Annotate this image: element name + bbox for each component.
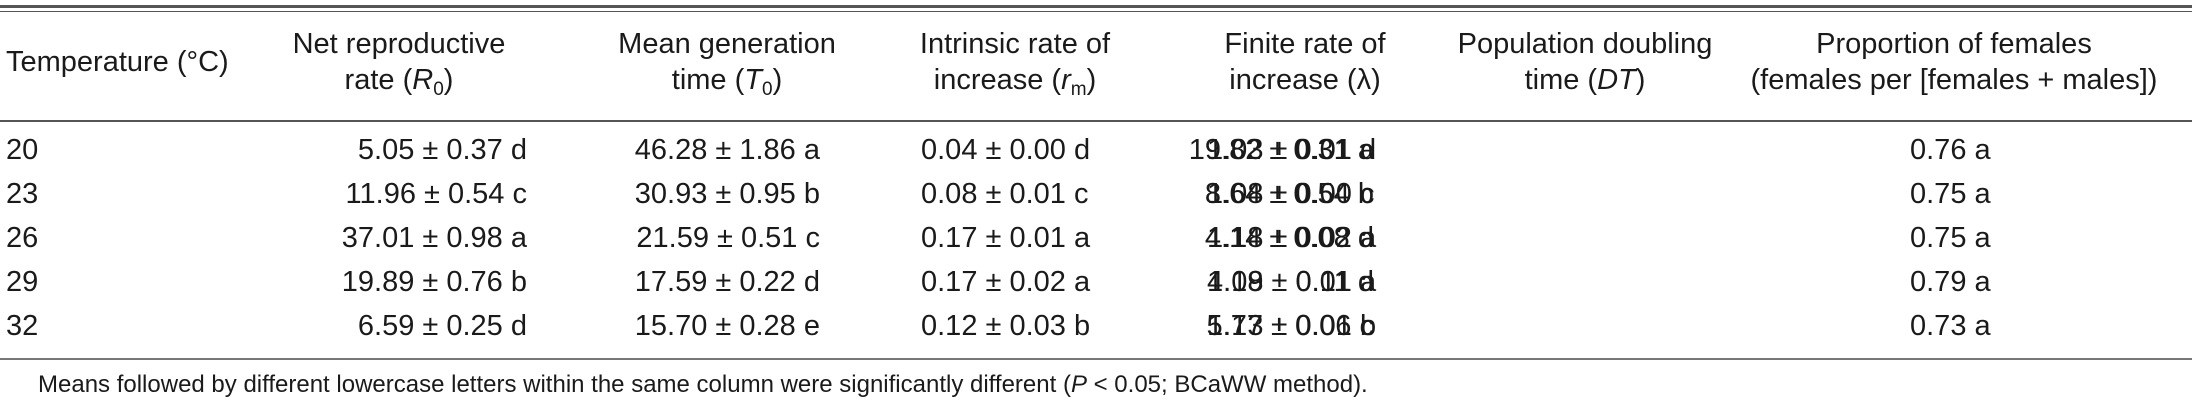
cell-lambda: 1.19 ± 0.01 a <box>1207 266 1377 298</box>
cell-females: 0.76 a <box>1910 134 1991 166</box>
table-footnote: Means followed by different lowercase le… <box>38 371 1368 398</box>
cell-r0: 37.01 ± 0.98 a <box>341 222 527 254</box>
cell-dt: 8.64 ± 0.54 b <box>1204 178 1374 210</box>
cell-t0: 30.93 ± 0.95 b <box>634 178 820 210</box>
table-row: 23 11.96 ± 0.54 c 30.93 ± 0.95 b 0.08 ± … <box>0 172 2192 216</box>
top-rule-thick <box>0 5 2192 8</box>
cell-rm: 0.17 ± 0.02 a <box>921 266 1091 298</box>
header-proportion-of-females: Proportion of females (females per [fema… <box>1750 28 2158 96</box>
cell-rm: 0.04 ± 0.00 d <box>921 134 1091 166</box>
cell-lambda: 1.13 ± 0.01 b <box>1207 310 1377 342</box>
cell-dt: 19.82 ± 0.31 a <box>1188 134 1374 166</box>
cell-temperature: 26 <box>6 222 39 254</box>
header-rule <box>0 120 2192 122</box>
cell-r0: 11.96 ± 0.54 c <box>345 178 527 210</box>
cell-r0: 5.05 ± 0.37 d <box>357 134 527 166</box>
cell-dt: 4.08 ± 0.11 d <box>1207 266 1374 298</box>
cell-females: 0.75 a <box>1910 178 1991 210</box>
table-row: 32 6.59 ± 0.25 d 15.70 ± 0.28 e 0.12 ± 0… <box>0 304 2192 348</box>
header-mean-generation-time: Mean generation time (T0) <box>618 28 836 100</box>
cell-t0: 46.28 ± 1.86 a <box>634 134 820 166</box>
table-row: 29 19.89 ± 0.76 b 17.59 ± 0.22 d 0.17 ± … <box>0 260 2192 304</box>
cell-rm: 0.08 ± 0.01 c <box>921 178 1089 210</box>
header-finite-rate-of-increase: Finite rate of increase (λ) <box>1224 28 1386 96</box>
cell-dt: 5.77 ± 0.06 c <box>1206 310 1374 342</box>
table-row: 20 5.05 ± 0.37 d 46.28 ± 1.86 a 0.04 ± 0… <box>0 128 2192 172</box>
top-rule-thin <box>0 11 2192 12</box>
header-intrinsic-rate-of-increase: Intrinsic rate of increase (rm) <box>919 28 1111 100</box>
cell-females: 0.79 a <box>1910 266 1991 298</box>
header-population-doubling-time: Population doubling time (DT) <box>1457 28 1713 96</box>
cell-rm: 0.17 ± 0.01 a <box>921 222 1091 254</box>
cell-lambda: 1.08 ± 0.00 c <box>1207 178 1375 210</box>
cell-temperature: 23 <box>6 178 39 210</box>
cell-temperature: 32 <box>6 310 39 342</box>
cell-rm: 0.12 ± 0.03 b <box>921 310 1091 342</box>
bottom-rule <box>0 358 2192 360</box>
cell-t0: 15.70 ± 0.28 e <box>634 310 820 342</box>
header-temperature: Temperature (°C) <box>6 46 229 78</box>
cell-t0: 21.59 ± 0.51 c <box>636 222 820 254</box>
header-net-reproductive-rate: Net reproductive rate (R0) <box>292 28 506 100</box>
cell-dt: 4.14 ± 0.08 d <box>1204 222 1374 254</box>
cell-temperature: 20 <box>6 134 39 166</box>
cell-lambda: 1.18 ± 0.02 a <box>1207 222 1377 254</box>
cell-females: 0.75 a <box>1910 222 1991 254</box>
cell-temperature: 29 <box>6 266 39 298</box>
cell-r0: 6.59 ± 0.25 d <box>357 310 527 342</box>
cell-lambda: 1.03 ± 0.01 d <box>1207 134 1377 166</box>
table-row: 26 37.01 ± 0.98 a 21.59 ± 0.51 c 0.17 ± … <box>0 216 2192 260</box>
cell-r0: 19.89 ± 0.76 b <box>341 266 527 298</box>
cell-t0: 17.59 ± 0.22 d <box>634 266 820 298</box>
cell-females: 0.73 a <box>1910 310 1991 342</box>
